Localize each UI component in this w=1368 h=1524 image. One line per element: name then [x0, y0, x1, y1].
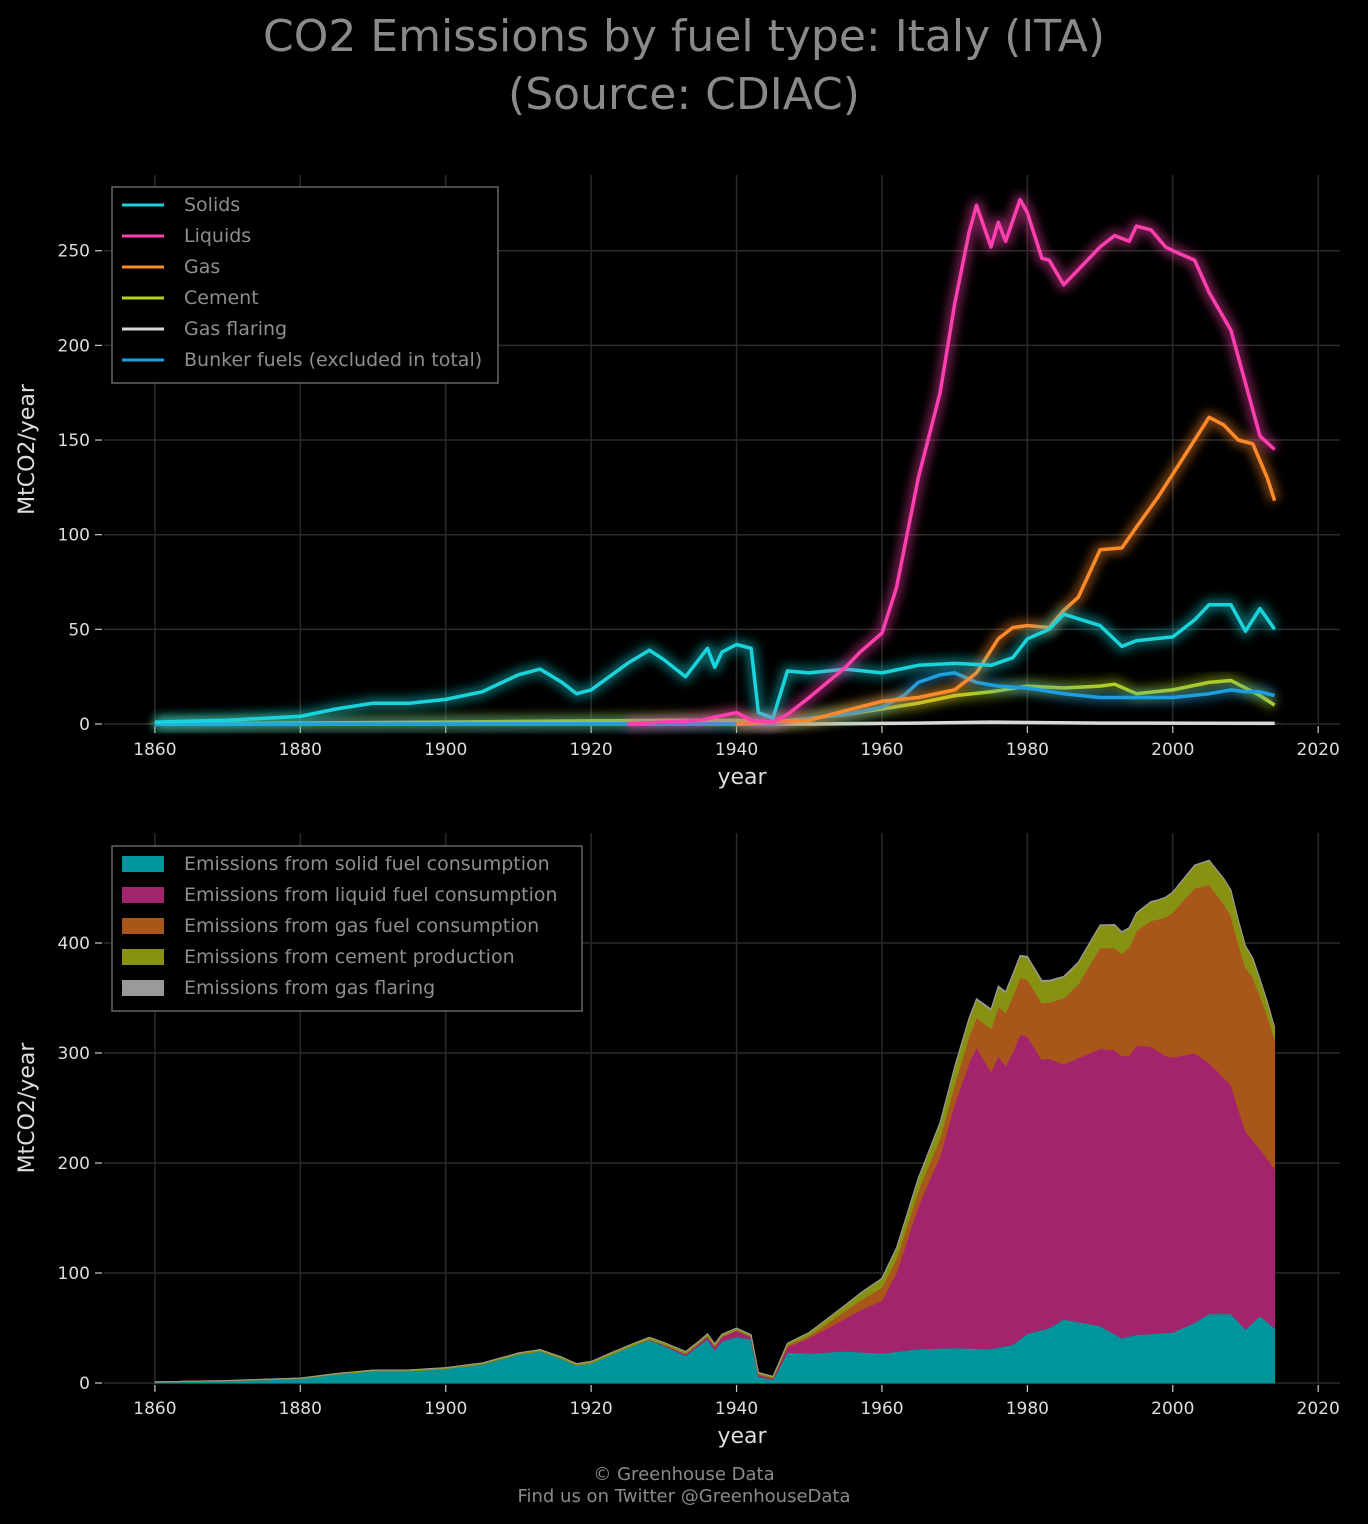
legend-label: Cement: [184, 287, 259, 309]
x-tick-label: 1920: [569, 740, 612, 760]
y-tick-label: 100: [58, 1264, 90, 1284]
y-tick-label: 300: [58, 1044, 90, 1064]
stacked-area-chart: 1860 1880 1900 1920 1940 1960 1980 2000 2020 0 100…: [15, 833, 1340, 1449]
y-tick-label: 50: [68, 620, 90, 640]
legend-swatch: [122, 887, 164, 903]
legend-label: Solids: [184, 194, 240, 216]
x-axis-label: year: [717, 1424, 767, 1449]
legend-label: Bunker fuels (excluded in total): [184, 349, 482, 371]
y-tick-label: 100: [58, 526, 90, 546]
legend-swatch: [122, 918, 164, 934]
y-axis-label: MtCO2/year: [15, 1042, 40, 1174]
y-tick-label: 200: [58, 1154, 90, 1174]
y-tick-label: 250: [58, 242, 90, 262]
x-tick-label: 2000: [1151, 740, 1194, 760]
legend-label: Emissions from gas flaring: [184, 977, 435, 999]
legend-swatch: [122, 980, 164, 996]
y-tick-label: 0: [79, 715, 90, 735]
y-tick-label: 400: [58, 934, 90, 954]
legend-box: [111, 845, 583, 1012]
legend-label: Emissions from solid fuel consumption: [184, 853, 550, 875]
y-axis-label: MtCO2/year: [15, 383, 40, 515]
legend-label: Gas: [184, 256, 220, 278]
y-tick-label: 0: [79, 1374, 90, 1394]
legend-label: Gas flaring: [184, 318, 287, 340]
x-tick-label: 1940: [715, 1399, 758, 1419]
x-axis-label: year: [717, 765, 767, 790]
series-line: [154, 602, 1277, 724]
footer-twitter: Find us on Twitter @GreenhouseData: [517, 1486, 851, 1507]
x-tick-label: 1900: [424, 1399, 467, 1419]
x-tick-label: 2020: [1297, 740, 1340, 760]
x-tick-label: 1980: [1006, 1399, 1049, 1419]
series-line: [736, 415, 1277, 726]
x-tick-label: 1960: [860, 1399, 903, 1419]
legend-swatch: [122, 949, 164, 965]
area-band: [154, 1033, 1276, 1383]
x-tick-label: 1860: [133, 1399, 176, 1419]
x-tick-label: 1880: [279, 1399, 322, 1419]
x-tick-label: 1940: [715, 740, 758, 760]
series-line: [627, 197, 1276, 726]
legend-swatch: [122, 856, 164, 872]
x-tick-label: 1880: [279, 740, 322, 760]
legend-label: Emissions from cement production: [184, 946, 515, 968]
area-band: [154, 859, 1276, 1383]
x-tick-label: 1980: [1006, 740, 1049, 760]
legend-label: Emissions from liquid fuel consumption: [184, 884, 558, 906]
legend-box: [111, 186, 499, 384]
x-tick-label: 1920: [569, 1399, 612, 1419]
line-chart: 1860 1880 1900 1920 1940 1960 1980 2000 2020 0 50 1…: [15, 175, 1340, 790]
chart-subtitle: (Source: CDIAC): [508, 69, 860, 120]
footer-copyright: © Greenhouse Data: [593, 1464, 775, 1485]
y-tick-label: 150: [58, 431, 90, 451]
x-tick-label: 1960: [860, 740, 903, 760]
x-tick-label: 2020: [1297, 1399, 1340, 1419]
legend-label: Liquids: [184, 225, 251, 247]
y-tick-label: 200: [58, 336, 90, 356]
chart-title: CO2 Emissions by fuel type: Italy (ITA): [262, 11, 1106, 62]
x-tick-label: 1900: [424, 740, 467, 760]
legend-label: Emissions from gas fuel consumption: [184, 915, 539, 937]
x-tick-label: 1860: [133, 740, 176, 760]
x-tick-label: 2000: [1151, 1399, 1194, 1419]
